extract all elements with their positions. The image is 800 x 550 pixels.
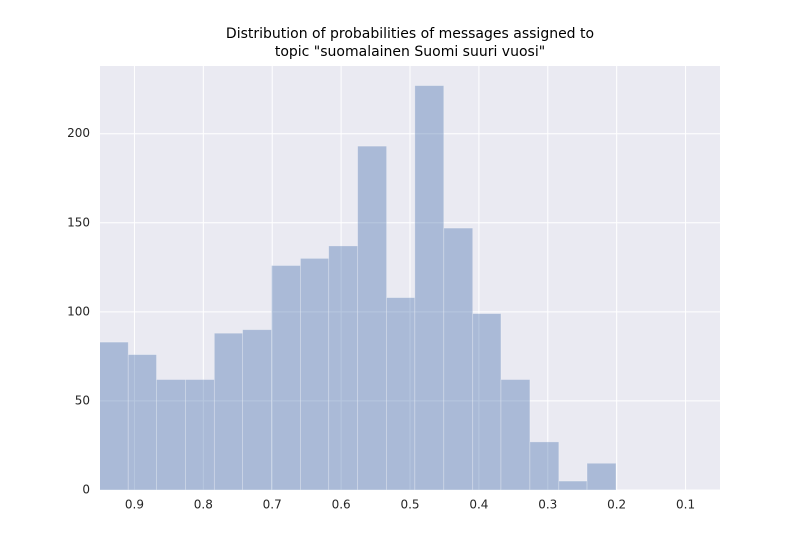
bar — [529, 441, 560, 490]
x-tick-label: 0.3 — [538, 498, 557, 512]
bar — [386, 297, 416, 490]
x-tick-label: 0.9 — [125, 498, 144, 512]
x-tick-label: 0.4 — [469, 498, 488, 512]
chart-title: Distribution of probabilities of message… — [226, 26, 594, 42]
y-tick-label: 100 — [67, 304, 90, 318]
x-tick-label: 0.8 — [194, 498, 213, 512]
bar — [100, 341, 129, 490]
bar — [156, 379, 186, 490]
y-tick-label: 200 — [67, 126, 90, 140]
x-tick-label: 0.5 — [400, 498, 419, 512]
y-tick-label: 0 — [82, 483, 90, 497]
bar — [271, 265, 301, 490]
bar — [242, 329, 272, 490]
bar — [185, 379, 215, 490]
bar — [443, 227, 474, 490]
bar — [472, 313, 502, 490]
y-tick-label: 150 — [67, 215, 90, 229]
y-tick-label: 50 — [75, 393, 90, 407]
bar — [300, 258, 330, 490]
bar — [328, 245, 359, 490]
bar — [414, 85, 445, 490]
x-tick-label: 0.7 — [263, 498, 282, 512]
bar — [558, 480, 588, 490]
x-tick-label: 0.2 — [607, 498, 626, 512]
bar — [127, 354, 157, 490]
x-tick-label: 0.1 — [676, 498, 695, 512]
bar — [213, 332, 244, 490]
chart-title: topic "suomalainen Suomi suuri vuosi" — [275, 44, 545, 60]
x-tick-label: 0.6 — [332, 498, 351, 512]
bar — [357, 145, 387, 490]
bar — [500, 379, 531, 490]
bar — [586, 462, 617, 490]
